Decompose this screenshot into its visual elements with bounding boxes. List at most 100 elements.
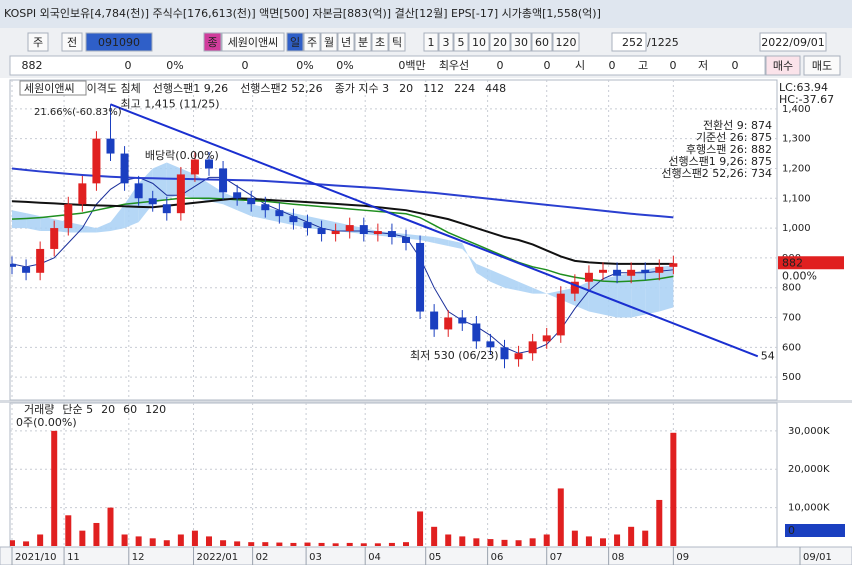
volume-plot — [10, 403, 777, 547]
sell-button[interactable]: 매도 — [812, 60, 832, 73]
candle-body — [331, 231, 340, 235]
volume-bar — [262, 542, 269, 546]
period-button[interactable]: 틱 — [392, 36, 402, 49]
market[interactable]: 주 — [33, 36, 43, 49]
interval-button-box[interactable] — [489, 32, 511, 52]
quote-item: 882 — [22, 59, 43, 72]
candle-body — [486, 341, 495, 348]
interval-button-box[interactable] — [453, 32, 469, 52]
x-tick-label: 2022/01 — [197, 552, 239, 563]
period-button[interactable]: 분 — [358, 36, 368, 49]
count-field-box[interactable] — [611, 32, 647, 52]
volume-bar — [431, 526, 438, 546]
annotation: 배당락(0.00%) — [145, 149, 219, 162]
volume-bar — [191, 530, 198, 546]
y-tick-label: 800 — [782, 283, 801, 294]
buy-button-box[interactable] — [765, 55, 801, 76]
volume-bar — [220, 540, 227, 546]
y-tick-label: 30,000K — [788, 426, 830, 437]
period-button-box[interactable] — [388, 32, 406, 52]
prev-button-box[interactable] — [61, 32, 83, 52]
interval-button[interactable]: 20 — [493, 36, 507, 49]
candle-body — [570, 281, 579, 294]
volume-bar — [79, 530, 86, 546]
volume-bar — [318, 542, 325, 546]
volume-bar — [388, 542, 395, 546]
trendline — [110, 103, 759, 358]
interval-button-box[interactable] — [552, 32, 580, 52]
date-field[interactable]: 2022/09/01 — [761, 36, 824, 49]
period-button[interactable]: 년 — [341, 36, 351, 49]
count-field[interactable]: 252 — [622, 36, 643, 49]
title-bar — [0, 0, 852, 28]
volume-bar — [234, 541, 241, 546]
interval-button-box[interactable] — [510, 32, 532, 52]
sell-button-box[interactable] — [803, 55, 841, 76]
interval-button-box[interactable] — [468, 32, 490, 52]
price-plot: 54 21.66%(-60.83%)최고 1,415 (11/25) 배당락(0.0… — [10, 80, 777, 400]
volume-bar — [670, 432, 677, 546]
date-field-box[interactable] — [759, 32, 827, 52]
candle-body — [289, 216, 298, 223]
interval-button-box[interactable] — [531, 32, 553, 52]
ichimoku-cloud — [504, 275, 519, 291]
quote-item: 0 — [609, 59, 616, 72]
volume-bar — [600, 538, 606, 546]
buy-button[interactable]: 매수 — [773, 60, 793, 73]
period-button[interactable]: 주 — [307, 36, 317, 49]
candle-body — [50, 228, 59, 249]
period-button-box[interactable] — [320, 32, 338, 52]
volume-bar — [642, 530, 649, 546]
legend-entry: 224 — [454, 82, 475, 95]
legend-label: 선행스팬2 52,26 — [240, 82, 322, 95]
quote-item: 0 — [125, 59, 132, 72]
period-button[interactable]: 월 — [324, 36, 334, 49]
period-button-box[interactable] — [337, 32, 355, 52]
candle-body — [247, 198, 256, 205]
interval-button[interactable]: 3 — [443, 36, 450, 49]
candle-body — [528, 341, 537, 354]
candle-body — [584, 272, 593, 282]
period-button-box[interactable] — [354, 32, 372, 52]
volume-bar — [529, 538, 536, 546]
indicator-value: 선행스팬2 52,26: 734 — [661, 167, 772, 180]
period-button[interactable]: 일 — [290, 35, 300, 49]
volume-bar — [206, 536, 212, 546]
lc-label: LC:63.94 — [779, 81, 828, 94]
x-tick-label: 09/01 — [803, 552, 832, 563]
candle-body — [373, 231, 382, 235]
interval-button[interactable]: 10 — [472, 36, 486, 49]
interval-button[interactable]: 1 — [428, 36, 435, 49]
market-box[interactable] — [27, 32, 49, 52]
period-button-box[interactable] — [371, 32, 389, 52]
stock-name[interactable]: 세원이앤씨 — [228, 36, 279, 49]
candle-body — [303, 222, 312, 229]
volume-bar — [374, 543, 381, 546]
volume-bar — [501, 539, 508, 546]
period-button[interactable]: 초 — [375, 36, 385, 49]
interval-button[interactable]: 30 — [514, 36, 528, 49]
ichimoku-cloud — [82, 225, 97, 233]
period-button-box[interactable] — [303, 32, 321, 52]
last-price-tag — [778, 256, 844, 270]
candle-body — [430, 311, 439, 330]
ichimoku-cloud — [448, 240, 463, 249]
tag-button[interactable]: 종 — [207, 36, 217, 49]
stock-name-box[interactable] — [221, 32, 285, 52]
interval-button-box[interactable] — [423, 32, 439, 52]
interval-button[interactable]: 60 — [535, 36, 549, 49]
prev-button[interactable]: 전 — [67, 36, 77, 49]
interval-button[interactable]: 120 — [556, 36, 577, 49]
period-button-box[interactable] — [286, 32, 304, 52]
stock-code-box[interactable] — [85, 32, 153, 52]
interval-button[interactable]: 5 — [458, 36, 465, 49]
candle-body — [92, 138, 101, 184]
quote-item: 0 — [497, 59, 504, 72]
volume-bar — [121, 534, 128, 546]
volume-bar — [346, 542, 353, 546]
stock-code[interactable]: 091090 — [98, 36, 140, 49]
quote-item: 0% — [296, 59, 313, 72]
tag-button-box[interactable] — [203, 32, 222, 52]
quote-item: 고 — [638, 59, 648, 72]
interval-button-box[interactable] — [438, 32, 454, 52]
